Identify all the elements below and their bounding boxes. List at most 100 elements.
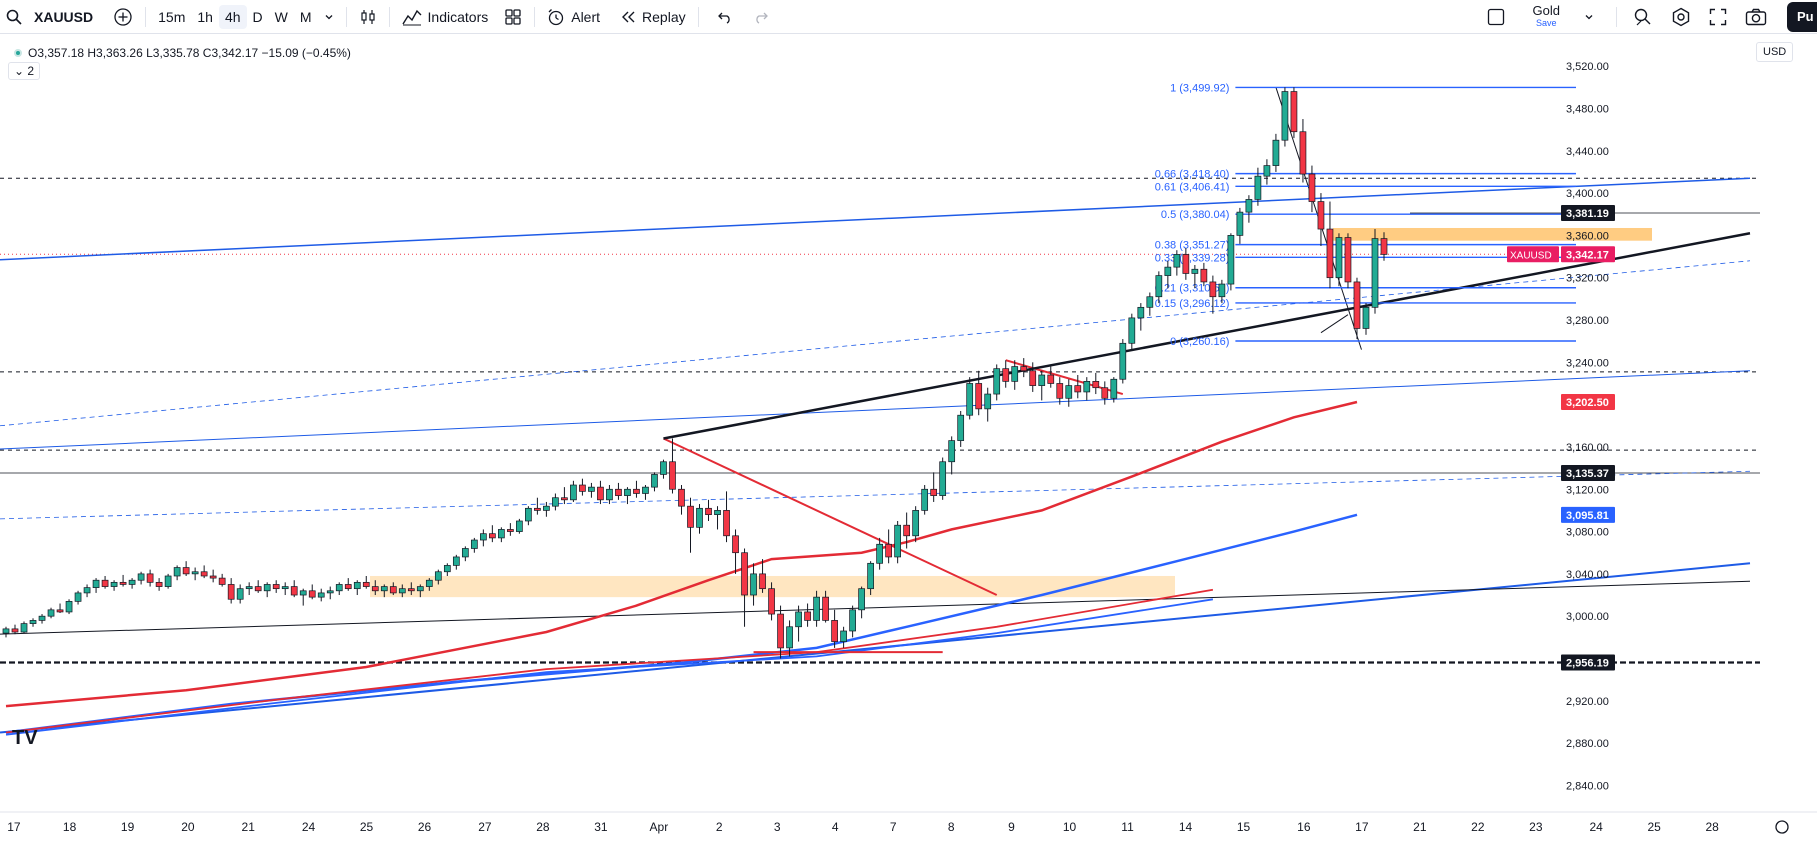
search-icon[interactable] — [0, 0, 28, 34]
candle-body — [164, 575, 172, 587]
candle-body — [1290, 91, 1298, 133]
camera-icon[interactable] — [1739, 0, 1773, 34]
fib-level-label: 0.5 (3,380.04) — [1161, 209, 1230, 221]
candle-down — [182, 561, 190, 576]
candle-up — [65, 599, 73, 615]
candle-body — [272, 584, 280, 590]
candle-body — [1326, 228, 1334, 279]
candle-body — [1353, 281, 1361, 329]
candle-body — [975, 383, 983, 410]
candle-body — [867, 562, 874, 590]
candle-up — [1191, 265, 1199, 289]
candle-body — [110, 581, 118, 587]
candle-body — [1335, 237, 1343, 279]
candles-icon[interactable] — [353, 0, 383, 34]
price-axis-badge — [1561, 393, 1615, 410]
candle-body — [993, 368, 1001, 395]
chevron-down-icon[interactable] — [318, 0, 340, 34]
candle-up — [660, 459, 667, 479]
candle-body — [813, 596, 820, 621]
candle-up — [786, 620, 793, 657]
candle-up — [164, 573, 172, 589]
candle-body — [119, 581, 127, 585]
candle-up — [840, 626, 847, 648]
candle-up — [47, 607, 55, 619]
candle-down — [633, 480, 640, 498]
candle-body — [1308, 173, 1316, 202]
candle-up — [1263, 159, 1271, 185]
candle-body — [660, 461, 667, 475]
time-axis-tick: 14 — [1179, 820, 1193, 834]
candle-down — [489, 525, 496, 543]
candle-up — [858, 586, 865, 619]
currency-selector[interactable]: USD — [1756, 42, 1794, 62]
ohlc-legend: O3,357.18 H3,363.26 L3,335.78 C3,342.17 … — [14, 46, 351, 60]
price-axis-tick: 3,440.00 — [1566, 146, 1609, 158]
indicator-legend-toggle[interactable]: ⌄ 2 — [8, 62, 41, 80]
candle-body — [858, 588, 865, 611]
candle-body — [651, 474, 658, 488]
candle-body — [236, 588, 244, 600]
replay-label: Replay — [642, 8, 686, 25]
candle-up — [1065, 379, 1073, 407]
candle-down — [308, 584, 316, 600]
candle-up — [1038, 370, 1046, 401]
candle-body — [317, 592, 325, 598]
rising-trendline — [663, 232, 1751, 440]
redo-icon[interactable] — [747, 0, 775, 34]
candle-up — [921, 485, 929, 515]
timeframe-w[interactable]: W — [274, 8, 288, 25]
timeframe-15m[interactable]: 15m — [158, 8, 186, 25]
candle-body — [209, 575, 217, 579]
candle-body — [507, 529, 514, 532]
price-chart[interactable]: 1 (3,499.92) 0.66 (3,418.40)0.61 (3,406.4… — [0, 34, 1817, 859]
candle-up — [299, 588, 307, 606]
replay-button[interactable]: Replay — [614, 0, 692, 34]
time-axis-tick: 21 — [242, 820, 256, 834]
add-symbol-icon[interactable] — [107, 0, 139, 34]
candle-down — [723, 491, 730, 543]
candle-body — [1299, 131, 1307, 175]
candle-up — [1155, 271, 1163, 304]
candle-up — [245, 582, 253, 596]
candle-body — [705, 507, 712, 515]
candle-down — [1029, 362, 1037, 392]
channel-lower-line — [0, 370, 1751, 450]
settings-gear-icon[interactable] — [1665, 0, 1697, 34]
candle-body — [822, 596, 829, 621]
symbol-name[interactable]: XAUUSD — [34, 8, 94, 25]
price-axis-background — [1510, 34, 1817, 859]
candle-down — [507, 523, 514, 536]
timeframe-d[interactable]: D — [252, 8, 263, 25]
layout-square-icon[interactable] — [1481, 0, 1511, 34]
undo-icon[interactable] — [711, 0, 739, 34]
candle-up — [912, 506, 920, 543]
fullscreen-icon[interactable] — [1703, 0, 1733, 34]
templates-icon[interactable] — [498, 0, 528, 34]
layout-name-box[interactable]: Gold Save — [1525, 4, 1568, 29]
candle-body — [543, 505, 550, 511]
time-axis-tick: 25 — [1647, 820, 1661, 834]
alert-button[interactable]: Alert — [541, 0, 606, 34]
timeframe-1h[interactable]: 1h — [197, 8, 213, 25]
candle-down — [227, 578, 235, 604]
price-axis-tick: 3,000.00 — [1566, 611, 1609, 623]
candle-up — [894, 520, 901, 564]
time-axis-tick: 23 — [1529, 820, 1543, 834]
toolbar-divider — [534, 6, 536, 27]
quick-search-icon[interactable] — [1627, 0, 1659, 34]
candle-down — [687, 497, 694, 553]
timeframe-m[interactable]: M — [299, 8, 312, 25]
chart-area[interactable]: 1 (3,499.92) 0.66 (3,418.40) 0.61 (3,406.4… — [0, 34, 1817, 859]
publish-button[interactable]: Pu — [1787, 2, 1817, 32]
candle-down — [741, 548, 748, 627]
candle-body — [615, 488, 622, 496]
candle-up — [2, 626, 10, 638]
timeframe-4h[interactable]: 4h — [218, 4, 247, 29]
chevron-down-icon[interactable] — [1578, 0, 1600, 34]
candle-body — [1263, 165, 1271, 177]
candle-body — [840, 630, 847, 642]
candle-down — [254, 580, 262, 593]
candle-body — [1119, 342, 1127, 380]
indicators-button[interactable]: Indicators — [396, 0, 495, 34]
